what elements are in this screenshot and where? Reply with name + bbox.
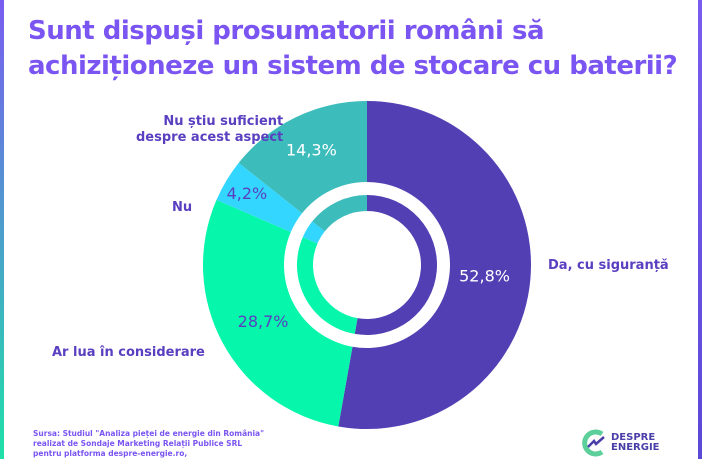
legend-label-nu: Nu bbox=[172, 200, 193, 215]
inner-ring-slice-0 bbox=[354, 195, 438, 336]
label-line: despre acest aspect bbox=[136, 130, 284, 145]
inner-ring-slice-1 bbox=[297, 237, 358, 334]
title-line-2: achiziționeze un sistem de stocare cu ba… bbox=[28, 51, 678, 81]
title-line-1: Sunt dispuși prosumatorii români să bbox=[28, 16, 545, 46]
source-line: Sursa: Studiul "Analiza pieței de energi… bbox=[33, 429, 265, 438]
source-line: pentru platforma despre-energie.ro, bbox=[33, 449, 188, 458]
inner-ring-slice-3 bbox=[312, 195, 367, 232]
value-label-2: 4,2% bbox=[227, 184, 268, 203]
value-label-0: 52,8% bbox=[459, 266, 510, 285]
chart-title: Sunt dispuși prosumatorii români să achi… bbox=[28, 14, 678, 84]
logo-text-2: ENERGIE bbox=[611, 442, 660, 453]
legend-label-nu-stiu: Nu știu suficient despre acest aspect bbox=[136, 114, 283, 146]
value-label-3: 14,3% bbox=[286, 141, 337, 160]
logo-text-1: DESPRE bbox=[611, 432, 656, 443]
slice-3 bbox=[238, 101, 367, 214]
despre-energie-logo: DESPRE ENERGIE bbox=[580, 428, 660, 458]
slice-2 bbox=[216, 162, 303, 233]
source-line: realizat de Sondaje Marketing Relații Pu… bbox=[33, 439, 243, 448]
label-line: Nu știu suficient bbox=[163, 114, 284, 129]
right-border bbox=[698, 0, 702, 459]
slice-0 bbox=[338, 101, 531, 429]
source-note: Sursa: Studiul "Analiza pieței de energi… bbox=[33, 429, 264, 459]
value-label-1: 28,7% bbox=[238, 312, 289, 331]
left-border bbox=[0, 0, 4, 459]
slice-1 bbox=[202, 199, 353, 427]
logo-icon bbox=[582, 429, 605, 457]
inner-ring-slice-2 bbox=[302, 221, 325, 244]
legend-label-ar-lua: Ar lua în considerare bbox=[52, 345, 205, 360]
legend-label-da: Da, cu siguranță bbox=[548, 258, 669, 273]
